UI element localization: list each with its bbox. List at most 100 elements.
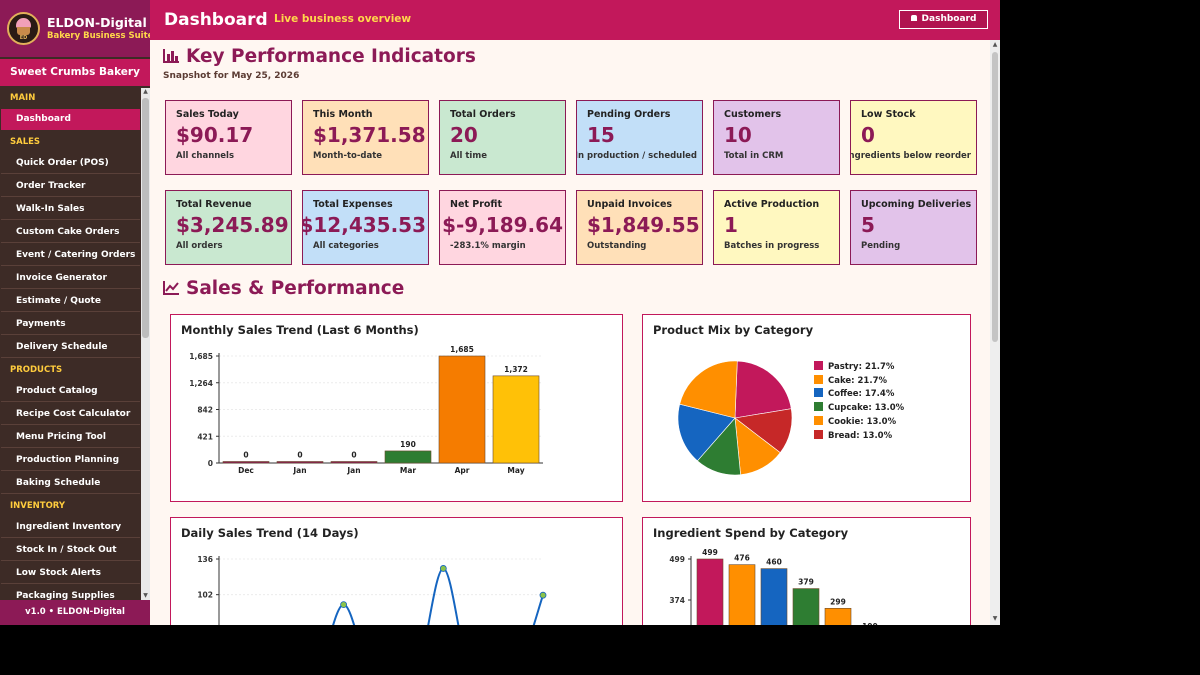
nav-section-sales: SALES: [10, 137, 41, 147]
top-header: Dashboard Live business overview Dashboa…: [150, 0, 1000, 40]
sidebar-item-dashboard[interactable]: Dashboard: [1, 109, 140, 130]
kpi-label: Total Expenses: [313, 199, 393, 210]
app-window: ED ELDON-Digital Bakery Business Suite S…: [0, 0, 1000, 625]
sidebar-item-quick-order-pos[interactable]: Quick Order (POS): [1, 153, 140, 174]
sidebar-item-stock-in-stock-out[interactable]: Stock In / Stock Out: [1, 540, 140, 561]
data-label: 0: [297, 451, 302, 460]
main-scroll-thumb[interactable]: [992, 52, 998, 342]
sidebar-item-production-planning[interactable]: Production Planning: [1, 450, 140, 471]
kpi-value: $-9,189.64: [442, 213, 563, 237]
legend-swatch: [814, 388, 823, 398]
kpi-label: Customers: [724, 109, 782, 120]
monthly-sales-panel: Monthly Sales Trend (Last 6 Months) 0 421…: [170, 314, 623, 502]
kpi-value: $90.17: [176, 123, 254, 147]
x-tick-label: Mar: [400, 466, 417, 475]
sidebar-scroll-thumb[interactable]: [142, 98, 149, 338]
kpi-card-active-production: Active Production 1 Batches in progress: [713, 190, 840, 265]
data-point: [539, 591, 547, 599]
bar-jan: [330, 461, 378, 464]
x-tick-label: May: [507, 466, 524, 475]
sidebar-item-payments[interactable]: Payments: [1, 314, 140, 335]
monthly-sales-chart: 0 421 842 1,264 1,685 0 Dec 0 Jan 0 Jan 190 Mar 1,685…: [189, 345, 543, 475]
ingredient-bar: [696, 558, 724, 625]
kpi-sub: In production / scheduled: [576, 151, 697, 161]
page-subtitle: Live business overview: [274, 13, 412, 25]
sidebar-item-custom-cake-orders[interactable]: Custom Cake Orders: [1, 222, 140, 243]
data-point: [340, 601, 348, 609]
kpi-label: Total Revenue: [176, 199, 252, 210]
sidebar-nav: MAIN Dashboard SALES Quick Order (POS) Order…: [0, 88, 141, 600]
kpi-label: Upcoming Deliveries: [861, 199, 972, 210]
sales-section-label: Sales & Performance: [186, 278, 405, 299]
sidebar-item-low-stock-alerts[interactable]: Low Stock Alerts: [1, 563, 140, 584]
page-title: Dashboard: [164, 10, 268, 30]
sidebar-scrollbar[interactable]: ▲ ▼: [141, 88, 150, 600]
kpi-sub: All orders: [176, 241, 223, 251]
sidebar: ED ELDON-Digital Bakery Business Suite S…: [0, 0, 154, 625]
sidebar-item-menu-pricing-tool[interactable]: Menu Pricing Tool: [1, 427, 140, 448]
sidebar-item-recipe-cost-calculator[interactable]: Recipe Cost Calculator: [1, 404, 140, 425]
logo-text: ED: [19, 35, 28, 41]
y-tick-label: 842: [197, 406, 213, 415]
legend-label: Cupcake: 13.0%: [828, 403, 905, 414]
pie-slice-pastry: [734, 360, 792, 419]
kpi-card-unpaid-invoices: Unpaid Invoices $1,849.55 Outstanding: [576, 190, 703, 265]
sidebar-item-delivery-schedule[interactable]: Delivery Schedule: [1, 337, 140, 358]
brand-subtitle: Bakery Business Suite: [47, 31, 154, 41]
nav-section-products: PRODUCTS: [10, 365, 63, 375]
bar-dec: [222, 461, 270, 464]
y-tick-label: 1,264: [189, 379, 213, 388]
sidebar-item-event-catering-orders[interactable]: Event / Catering Orders: [1, 245, 140, 266]
kpi-section-label: Key Performance Indicators: [186, 46, 476, 67]
ingredient-bar: [792, 588, 820, 625]
scroll-up-arrow-icon[interactable]: ▲: [143, 88, 148, 95]
data-label: 1,685: [450, 345, 474, 354]
product-mix-title: Product Mix by Category: [653, 323, 814, 337]
kpi-label: Unpaid Invoices: [587, 199, 673, 210]
legend-swatch: [814, 415, 823, 425]
sidebar-item-estimate-quote[interactable]: Estimate / Quote: [1, 291, 140, 312]
nav-section-inventory: INVENTORY: [10, 501, 66, 511]
data-label: 199: [862, 622, 878, 625]
y-tick-label: 499: [669, 555, 685, 564]
legend-label: Cookie: 13.0%: [828, 416, 897, 427]
main-scroll-down-icon[interactable]: ▼: [992, 615, 998, 622]
sidebar-item-walk-in-sales[interactable]: Walk-In Sales: [1, 199, 140, 220]
ingredient-bar: [728, 564, 756, 625]
legend-label: Coffee: 17.4%: [828, 389, 895, 400]
sidebar-item-order-tracker[interactable]: Order Tracker: [1, 176, 140, 197]
home-icon: [910, 15, 917, 21]
data-label: 460: [766, 558, 782, 567]
main-scroll-up-icon[interactable]: ▲: [992, 41, 998, 48]
kpi-sub: Month-to-date: [313, 151, 383, 161]
kpi-sub: Ingredients below reorder: [850, 151, 971, 161]
sidebar-item-baking-schedule[interactable]: Baking Schedule: [1, 473, 140, 494]
legend-item: Cookie: 13.0%: [814, 415, 897, 428]
sidebar-item-packaging-supplies[interactable]: Packaging Supplies: [1, 586, 140, 600]
sidebar-item-ingredient-inventory[interactable]: Ingredient Inventory: [1, 517, 140, 538]
sales-section-title: Sales & Performance: [163, 278, 404, 299]
ingredient-bar: [760, 568, 788, 625]
legend-label: Cake: 21.7%: [828, 375, 888, 386]
data-label: 0: [243, 451, 248, 460]
x-tick-label: Dec: [238, 466, 254, 475]
dashboard-button[interactable]: Dashboard: [899, 10, 988, 29]
kpi-value: 15: [587, 123, 615, 147]
pie-slice-coffee: [677, 403, 736, 462]
kpi-sub: Total in CRM: [724, 151, 784, 161]
ingredient-spend-panel: Ingredient Spend by Category 25037449949…: [642, 517, 971, 625]
kpi-label: Active Production: [724, 199, 820, 210]
main-scrollbar[interactable]: ▲ ▼: [990, 40, 1000, 625]
kpi-value: 5: [861, 213, 875, 237]
daily-sales-line: [332, 567, 544, 625]
kpi-value: 1: [724, 213, 738, 237]
data-label: 299: [830, 597, 846, 606]
y-tick-label: 374: [669, 596, 685, 605]
sidebar-item-product-catalog[interactable]: Product Catalog: [1, 381, 140, 402]
kpi-card-customers: Customers 10 Total in CRM: [713, 100, 840, 175]
x-tick-label: Jan: [292, 466, 306, 475]
sidebar-item-invoice-generator[interactable]: Invoice Generator: [1, 268, 140, 289]
legend-item: Pastry: 21.7%: [814, 361, 894, 373]
scroll-down-arrow-icon[interactable]: ▼: [143, 592, 148, 599]
kpi-card-net-profit: Net Profit $-9,189.64 -283.1% margin: [439, 190, 566, 265]
